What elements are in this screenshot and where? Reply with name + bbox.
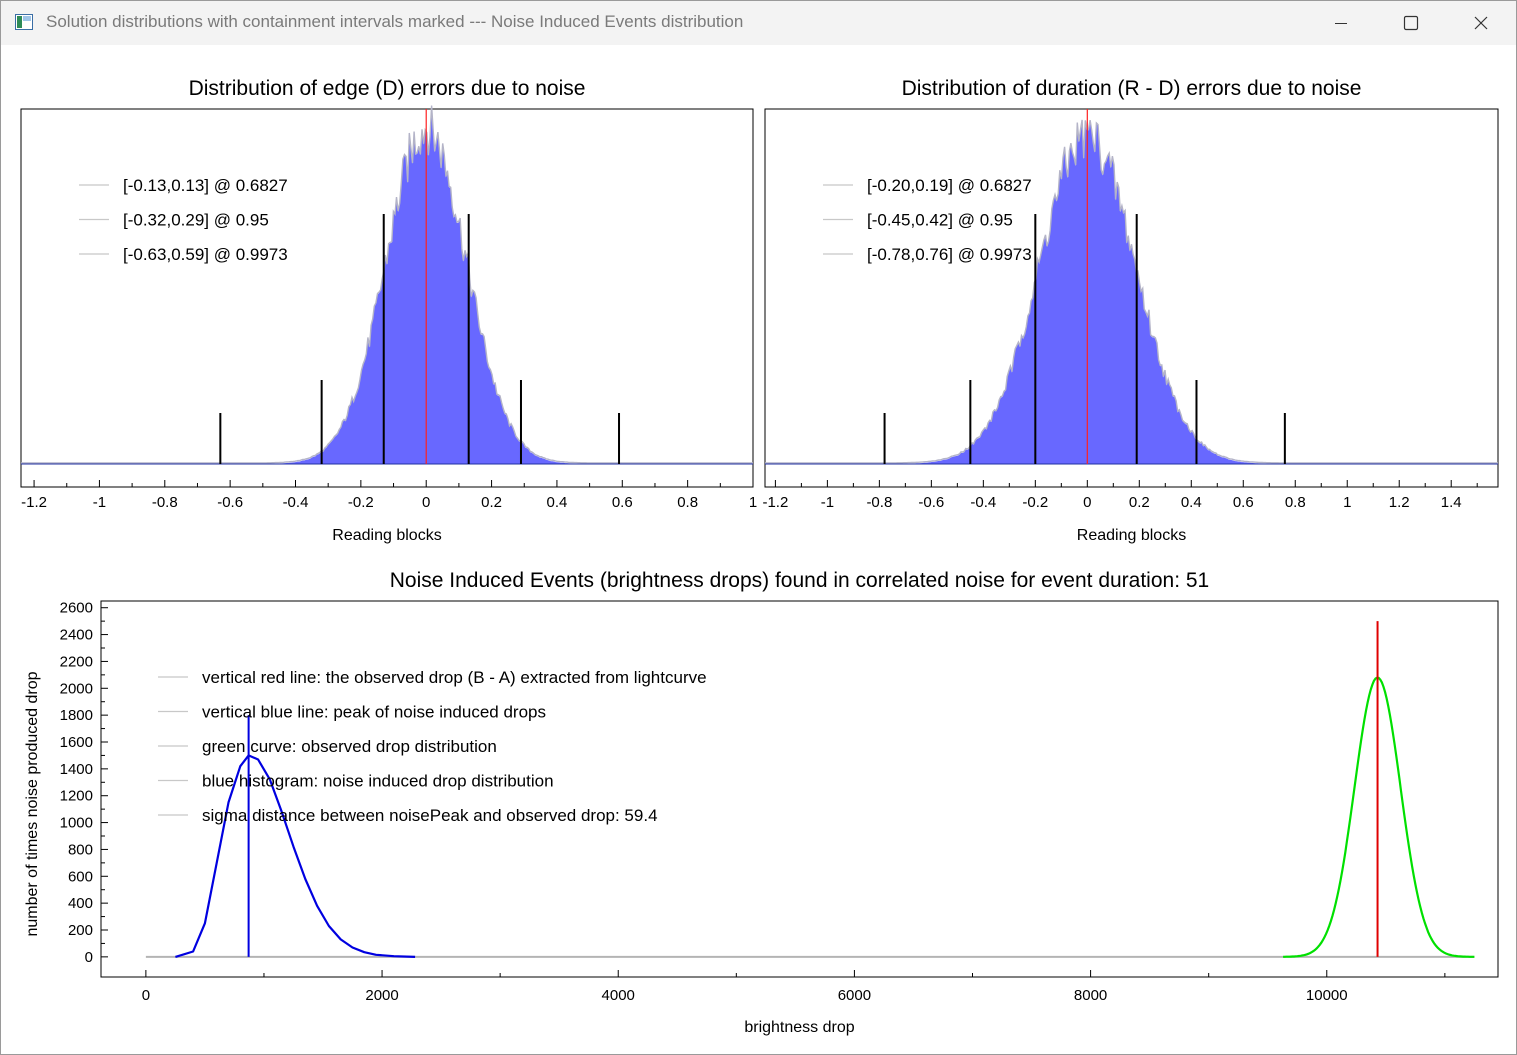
x-tick-label: 4000 bbox=[602, 987, 635, 1004]
plots-area: Distribution of edge (D) errors due to n… bbox=[1, 45, 1516, 1054]
x-tick-label: 0.6 bbox=[612, 494, 633, 511]
y-tick-label: 600 bbox=[68, 868, 93, 885]
histogram-bars bbox=[21, 106, 753, 464]
x-tick-label: 0.8 bbox=[677, 494, 698, 511]
close-icon bbox=[1474, 16, 1488, 30]
noise-histogram-curve bbox=[175, 754, 416, 958]
histogram-bars bbox=[765, 120, 1498, 465]
y-tick-label: 2600 bbox=[60, 600, 93, 617]
y-tick-label: 800 bbox=[68, 841, 93, 858]
chart-title: Distribution of edge (D) errors due to n… bbox=[189, 77, 586, 100]
chart-title: Distribution of duration (R - D) errors … bbox=[902, 77, 1362, 100]
x-tick-label: 2000 bbox=[365, 987, 398, 1004]
legend-label: blue histogram: noise induced drop distr… bbox=[202, 772, 554, 791]
app-icon bbox=[15, 14, 33, 30]
x-tick-label: 0 bbox=[422, 494, 430, 511]
minimize-button[interactable] bbox=[1311, 1, 1371, 45]
legend-label: [-0.63,0.59] @ 0.9973 bbox=[123, 245, 288, 264]
x-tick-label: -0.2 bbox=[1022, 494, 1048, 511]
x-tick-label: 0.6 bbox=[1233, 494, 1254, 511]
y-tick-label: 2200 bbox=[60, 653, 93, 670]
x-tick-label: -0.4 bbox=[283, 494, 309, 511]
x-tick-label: 0 bbox=[142, 987, 150, 1004]
legend-label: green curve: observed drop distribution bbox=[202, 737, 497, 756]
y-tick-label: 2000 bbox=[60, 680, 93, 697]
y-tick-label: 1600 bbox=[60, 734, 93, 751]
title-bar[interactable]: Solution distributions with containment … bbox=[1, 1, 1516, 45]
legend-label: [-0.20,0.19] @ 0.6827 bbox=[867, 176, 1032, 195]
observed-drop-curve bbox=[1283, 676, 1475, 958]
y-tick-label: 1800 bbox=[60, 707, 93, 724]
x-axis-label: brightness drop bbox=[744, 1019, 854, 1036]
y-tick-label: 400 bbox=[68, 895, 93, 912]
legend-label: [-0.13,0.13] @ 0.6827 bbox=[123, 176, 288, 195]
x-tick-label: 0.4 bbox=[546, 494, 567, 511]
legend-label: [-0.78,0.76] @ 0.9973 bbox=[867, 245, 1032, 264]
legend-label: [-0.32,0.29] @ 0.95 bbox=[123, 211, 269, 230]
histogram-outline bbox=[21, 105, 753, 464]
x-tick-label: -1.2 bbox=[762, 494, 788, 511]
y-axis-label: number of times noise produced drop bbox=[24, 671, 41, 936]
x-tick-label: 0.4 bbox=[1181, 494, 1202, 511]
y-tick-label: 1200 bbox=[60, 788, 93, 805]
minimize-icon bbox=[1335, 23, 1347, 24]
y-tick-label: 2400 bbox=[60, 627, 93, 644]
x-axis-label: Reading blocks bbox=[332, 527, 441, 544]
x-tick-label: 10000 bbox=[1306, 987, 1348, 1004]
x-tick-label: -0.8 bbox=[152, 494, 178, 511]
legend-label: vertical red line: the observed drop (B … bbox=[202, 668, 707, 687]
x-tick-label: 1 bbox=[749, 494, 757, 511]
x-axis-label: Reading blocks bbox=[1077, 527, 1186, 544]
x-tick-label: 1.4 bbox=[1441, 494, 1462, 511]
y-tick-label: 0 bbox=[85, 949, 93, 966]
window-title: Solution distributions with containment … bbox=[46, 12, 744, 31]
x-tick-label: 1.2 bbox=[1389, 494, 1410, 511]
x-tick-label: -0.6 bbox=[217, 494, 243, 511]
x-tick-label: 0.2 bbox=[481, 494, 502, 511]
maximize-button[interactable] bbox=[1381, 1, 1441, 45]
x-tick-label: 8000 bbox=[1074, 987, 1107, 1004]
x-tick-label: 6000 bbox=[838, 987, 871, 1004]
x-tick-label: -0.2 bbox=[348, 494, 374, 511]
x-tick-label: 0.8 bbox=[1285, 494, 1306, 511]
charts-canvas: Distribution of edge (D) errors due to n… bbox=[20, 77, 1499, 1036]
x-tick-label: -1 bbox=[93, 494, 106, 511]
legend-label: [-0.45,0.42] @ 0.95 bbox=[867, 211, 1013, 230]
x-tick-label: -0.6 bbox=[918, 494, 944, 511]
legend-label: sigma distance between noisePeak and obs… bbox=[202, 806, 658, 825]
x-tick-label: 0 bbox=[1083, 494, 1091, 511]
x-tick-label: -1 bbox=[821, 494, 834, 511]
x-tick-label: -1.2 bbox=[21, 494, 47, 511]
y-tick-label: 1400 bbox=[60, 761, 93, 778]
histogram-outline bbox=[765, 119, 1498, 464]
legend-label: vertical blue line: peak of noise induce… bbox=[202, 703, 546, 722]
x-tick-label: 1 bbox=[1343, 494, 1351, 511]
x-tick-label: -0.8 bbox=[866, 494, 892, 511]
y-tick-label: 1000 bbox=[60, 815, 93, 832]
y-tick-label: 200 bbox=[68, 922, 93, 939]
close-button[interactable] bbox=[1451, 1, 1511, 45]
x-tick-label: -0.4 bbox=[970, 494, 996, 511]
chart-title: Noise Induced Events (brightness drops) … bbox=[390, 569, 1209, 592]
plot-frame bbox=[100, 600, 1499, 978]
x-tick-label: 0.2 bbox=[1129, 494, 1150, 511]
maximize-icon bbox=[1403, 15, 1419, 31]
